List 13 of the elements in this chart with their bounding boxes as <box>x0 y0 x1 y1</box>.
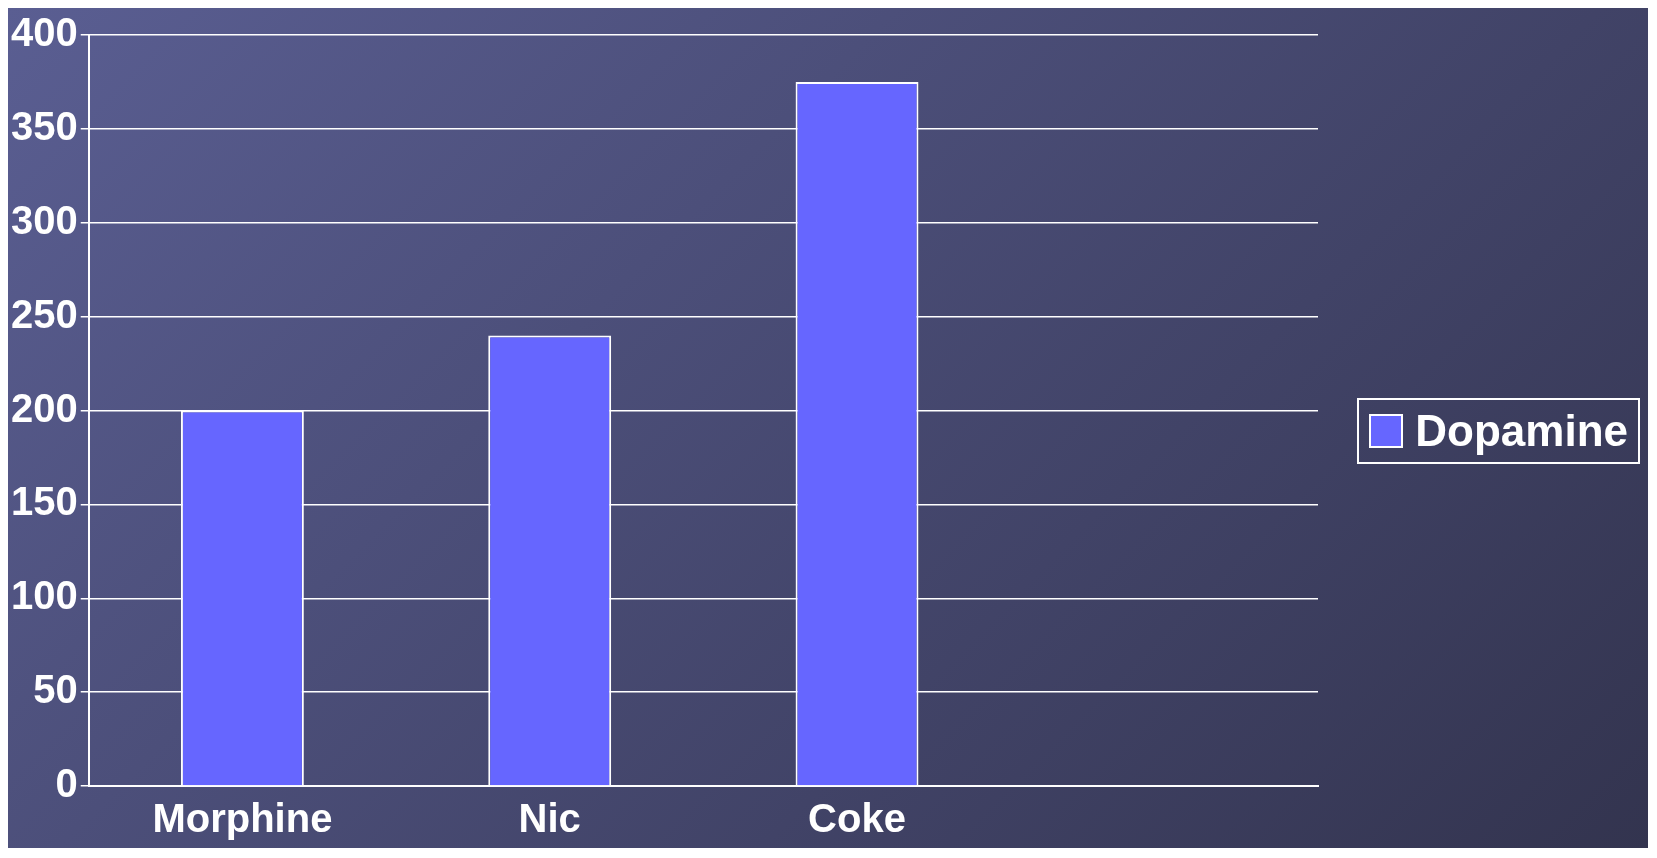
y-tick-label: 250 <box>10 291 78 336</box>
x-tick-label: Morphine <box>152 796 333 841</box>
y-tick-label: 400 <box>10 10 78 55</box>
text: Dopamine <box>1415 406 1628 456</box>
y-tick-label: 350 <box>10 103 78 148</box>
y-tick-label: 200 <box>10 385 78 430</box>
x-tick-label: Coke <box>808 796 906 841</box>
y-tick-label: 100 <box>10 573 78 618</box>
y-tick-label: 150 <box>10 479 78 524</box>
x-tick-label: Nic <box>518 796 581 841</box>
y-tick-label: 300 <box>10 197 78 242</box>
y-tick-label: 0 <box>55 761 78 806</box>
y-tick-label: 50 <box>33 667 78 712</box>
